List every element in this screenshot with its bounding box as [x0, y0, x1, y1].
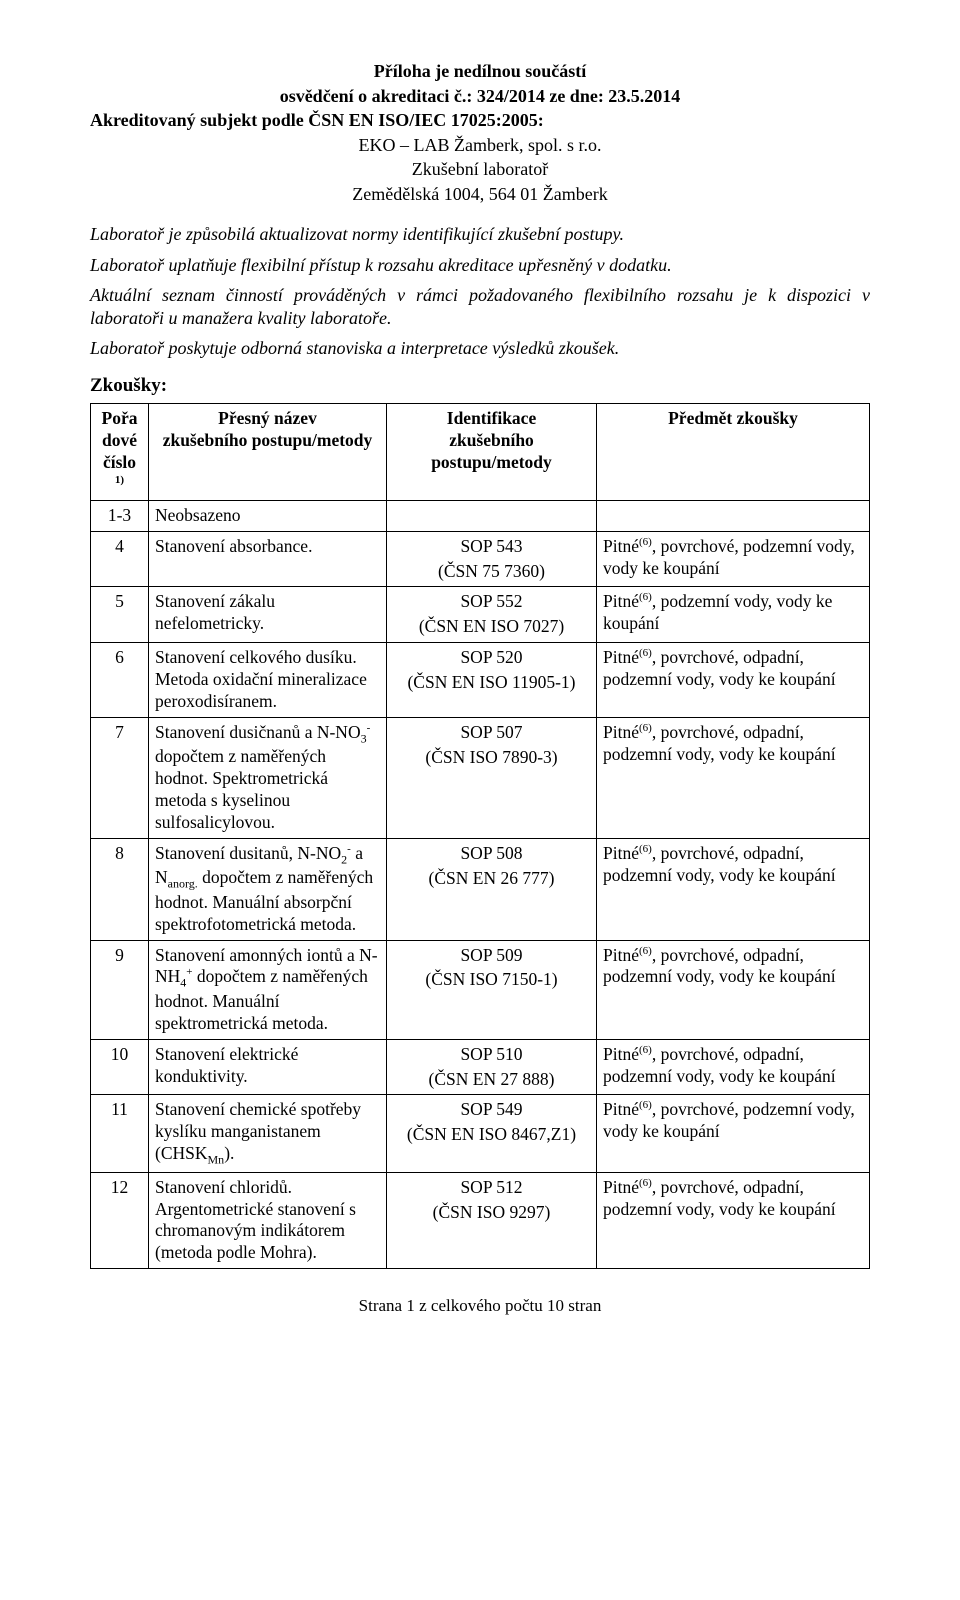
cell-number: 7 — [91, 717, 149, 838]
cell-number: 12 — [91, 1172, 149, 1269]
cell-name: Stanovení zákalu nefelometricky. — [149, 587, 387, 643]
accredited-subject: Akreditovaný subjekt podle ČSN EN ISO/IE… — [90, 109, 870, 132]
cell-subject: Pitné(6), povrchové, odpadní, podzemní v… — [597, 1039, 870, 1095]
page-footer: Strana 1 z celkového počtu 10 stran — [90, 1295, 870, 1316]
th-subject: Předmět zkoušky — [597, 404, 870, 501]
th-name: Přesný název zkušebního postupu/metody — [149, 404, 387, 501]
cell-subject: Pitné(6), povrchové, odpadní, podzemní v… — [597, 940, 870, 1039]
cell-identification: SOP 512(ČSN ISO 9297) — [387, 1172, 597, 1269]
table-row: 10Stanovení elektrické konduktivity.SOP … — [91, 1039, 870, 1095]
table-row: 1-3Neobsazeno — [91, 500, 870, 531]
th-number-line2: číslo — [103, 452, 136, 472]
cell-number: 10 — [91, 1039, 149, 1095]
lab-name: EKO – LAB Žamberk, spol. s r.o. — [90, 134, 870, 157]
cell-identification — [387, 500, 597, 531]
cell-identification: SOP 508(ČSN EN 26 777) — [387, 838, 597, 940]
cell-number: 11 — [91, 1095, 149, 1172]
cell-identification: SOP 543(ČSN 75 7360) — [387, 531, 597, 587]
cell-name: Stanovení elektrické konduktivity. — [149, 1039, 387, 1095]
document-header: Příloha je nedílnou součástí osvědčení o… — [90, 60, 870, 205]
tests-table: Pořadové číslo 1) Přesný název zkušebníh… — [90, 403, 870, 1269]
th-id-line2: zkušebního postupu/metody — [431, 430, 552, 472]
tests-heading: Zkoušky: — [90, 374, 870, 398]
th-number-line1: Pořadové — [102, 408, 138, 450]
cell-identification: SOP 520(ČSN EN ISO 11905-1) — [387, 643, 597, 718]
para3-part-c: laboratoři u manažera kvality laboratoře… — [90, 308, 391, 328]
cell-name: Stanovení chloridů. Argentometrické stan… — [149, 1172, 387, 1269]
lab-address: Zemědělská 1004, 564 01 Žamberk — [90, 183, 870, 206]
table-row: 9Stanovení amonných iontů a N-NH4+ dopoč… — [91, 940, 870, 1039]
cell-subject: Pitné(6), povrchové, podzemní vody, vody… — [597, 531, 870, 587]
cell-name: Stanovení amonných iontů a N-NH4+ dopočt… — [149, 940, 387, 1039]
cell-name: Stanovení chemické spotřeby kyslíku mang… — [149, 1095, 387, 1172]
cell-identification: SOP 507(ČSN ISO 7890-3) — [387, 717, 597, 838]
cell-name: Stanovení dusitanů, N-NO2- a Nanorg. dop… — [149, 838, 387, 940]
cell-number: 9 — [91, 940, 149, 1039]
table-header-row: Pořadové číslo 1) Přesný název zkušebníh… — [91, 404, 870, 501]
cell-subject: Pitné(6), povrchové, odpadní, podzemní v… — [597, 717, 870, 838]
th-name-line2: zkušebního postupu/metody — [163, 430, 373, 450]
header-line-1: Příloha je nedílnou součástí — [90, 60, 870, 83]
paragraph-4: Laboratoř poskytuje odborná stanoviska a… — [90, 337, 870, 360]
cell-name: Stanovení celkového dusíku. Metoda oxida… — [149, 643, 387, 718]
table-row: 5Stanovení zákalu nefelometricky.SOP 552… — [91, 587, 870, 643]
table-row: 12Stanovení chloridů. Argentometrické st… — [91, 1172, 870, 1269]
cell-subject: Pitné(6), povrchové, odpadní, podzemní v… — [597, 643, 870, 718]
table-row: 7Stanovení dusičnanů a N-NO3- dopočtem z… — [91, 717, 870, 838]
th-number: Pořadové číslo 1) — [91, 404, 149, 501]
cell-identification: SOP 552(ČSN EN ISO 7027) — [387, 587, 597, 643]
cell-identification: SOP 509(ČSN ISO 7150-1) — [387, 940, 597, 1039]
para3-part-b: dispozici v — [776, 285, 870, 305]
paragraph-1: Laboratoř je způsobilá aktualizovat norm… — [90, 223, 870, 246]
cell-name: Stanovení absorbance. — [149, 531, 387, 587]
cell-identification: SOP 549(ČSN EN ISO 8467,Z1) — [387, 1095, 597, 1172]
th-number-sup: 1) — [115, 474, 124, 486]
cell-name: Neobsazeno — [149, 500, 387, 531]
lab-type: Zkušební laboratoř — [90, 158, 870, 181]
th-identification: Identifikace zkušebního postupu/metody — [387, 404, 597, 501]
cell-subject: Pitné(6), povrchové, odpadní, podzemní v… — [597, 1172, 870, 1269]
th-name-line1: Přesný název — [218, 408, 317, 428]
cell-identification: SOP 510(ČSN EN 27 888) — [387, 1039, 597, 1095]
table-body: 1-3Neobsazeno4Stanovení absorbance.SOP 5… — [91, 500, 870, 1268]
cell-subject: Pitné(6), povrchové, podzemní vody, vody… — [597, 1095, 870, 1172]
table-row: 11Stanovení chemické spotřeby kyslíku ma… — [91, 1095, 870, 1172]
para3-part-a: Aktuální seznam činností prováděných v r… — [90, 285, 776, 305]
table-row: 8Stanovení dusitanů, N-NO2- a Nanorg. do… — [91, 838, 870, 940]
cell-number: 6 — [91, 643, 149, 718]
cell-subject: Pitné(6), povrchové, odpadní, podzemní v… — [597, 838, 870, 940]
header-line-2: osvědčení o akreditaci č.: 324/2014 ze d… — [90, 85, 870, 108]
paragraph-3: Aktuální seznam činností prováděných v r… — [90, 284, 870, 329]
cell-subject: Pitné(6), podzemní vody, vody ke koupání — [597, 587, 870, 643]
table-row: 6Stanovení celkového dusíku. Metoda oxid… — [91, 643, 870, 718]
cell-number: 1-3 — [91, 500, 149, 531]
table-row: 4Stanovení absorbance.SOP 543(ČSN 75 736… — [91, 531, 870, 587]
paragraph-2: Laboratoř uplatňuje flexibilní přístup k… — [90, 254, 870, 277]
cell-number: 4 — [91, 531, 149, 587]
cell-name: Stanovení dusičnanů a N-NO3- dopočtem z … — [149, 717, 387, 838]
cell-number: 5 — [91, 587, 149, 643]
cell-number: 8 — [91, 838, 149, 940]
th-id-line1: Identifikace — [447, 408, 536, 428]
cell-subject — [597, 500, 870, 531]
